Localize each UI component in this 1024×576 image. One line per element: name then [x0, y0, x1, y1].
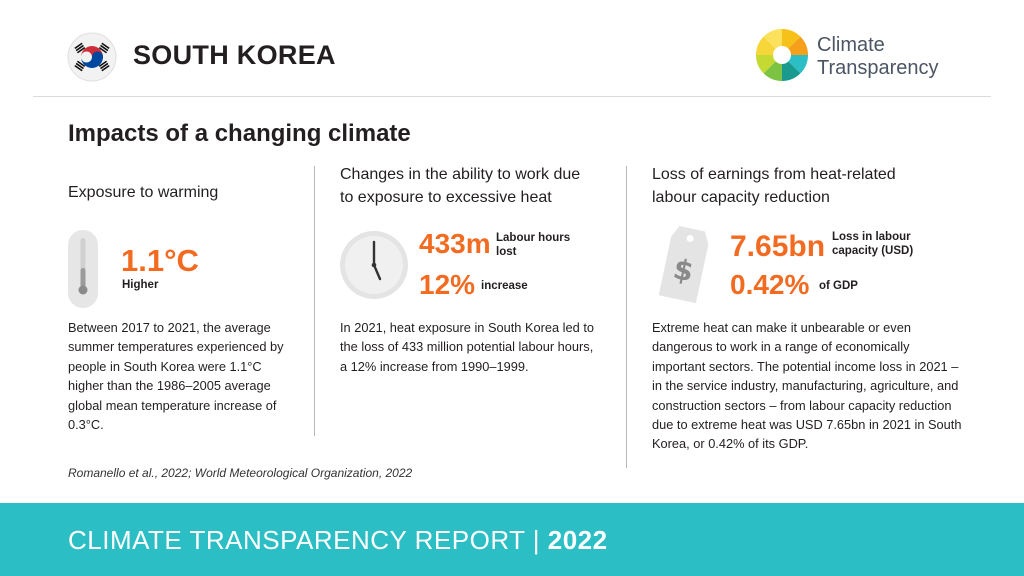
earnings-loss-value: 7.65bn: [730, 230, 826, 263]
source-citation: Romanello et al., 2022; World Meteorolog…: [68, 466, 413, 480]
column-3-title-line-2: labour capacity reduction: [652, 189, 830, 206]
footer-year: 2022: [547, 525, 608, 555]
header: SOUTH KOREA Climate Transparency: [0, 0, 1024, 96]
footer-text: CLIMATE TRANSPARENCY REPORT | 2022: [68, 525, 608, 556]
column-1-body: Between 2017 to 2021, the average summer…: [68, 320, 284, 433]
page-title: Impacts of a changing climate: [68, 120, 411, 147]
brand-line-2: Transparency: [817, 57, 939, 79]
column-3-title: Loss of earnings from heat-related labou…: [652, 163, 952, 209]
earnings-loss-label: Loss in labour capacity (USD): [832, 230, 913, 258]
header-divider: [33, 96, 991, 97]
column-2-body: In 2021, heat exposure in South Korea le…: [340, 320, 594, 374]
column-2-title-line-2: to exposure to excessive heat: [340, 189, 552, 206]
brand-line-1: Climate: [817, 34, 885, 56]
column-3-body: Extreme heat can make it unbearable or e…: [652, 320, 962, 452]
column-2-title: Changes in the ability to work due to ex…: [340, 163, 620, 209]
brand-name: Climate Transparency: [817, 34, 939, 80]
column-divider-2: [626, 166, 627, 468]
footer-report-title: CLIMATE TRANSPARENCY REPORT |: [68, 525, 548, 555]
warming-value: 1.1°C: [121, 243, 199, 278]
column-3-title-line-1: Loss of earnings from heat-related: [652, 166, 896, 183]
increase-label: increase: [481, 280, 528, 292]
price-tag-icon: $: [658, 226, 709, 304]
country-name: SOUTH KOREA: [133, 40, 336, 70]
thermometer-icon: [68, 230, 98, 308]
increase-value: 12%: [419, 269, 476, 300]
warming-label: Higher: [122, 279, 159, 291]
earnings-loss-label-line-2: capacity (USD): [832, 245, 914, 257]
labour-hours-value: 433m: [419, 228, 491, 259]
labour-hours-label: Labour hours lost: [496, 231, 570, 259]
gdp-value: 0.42%: [730, 269, 810, 300]
column-1-title: Exposure to warming: [68, 184, 219, 201]
column-2-title-line-1: Changes in the ability to work due: [340, 166, 581, 183]
climate-transparency-logo-icon: [756, 28, 808, 82]
labour-hours-label-line-2: lost: [496, 246, 517, 258]
gdp-label: of GDP: [819, 280, 858, 292]
clock-icon: [340, 231, 408, 299]
footer: CLIMATE TRANSPARENCY REPORT | 2022: [0, 503, 1024, 576]
south-korea-flag-icon: [67, 32, 117, 82]
earnings-loss-label-line-1: Loss in labour: [832, 231, 911, 243]
column-divider-1: [314, 166, 315, 436]
labour-hours-label-line-1: Labour hours: [496, 232, 571, 244]
